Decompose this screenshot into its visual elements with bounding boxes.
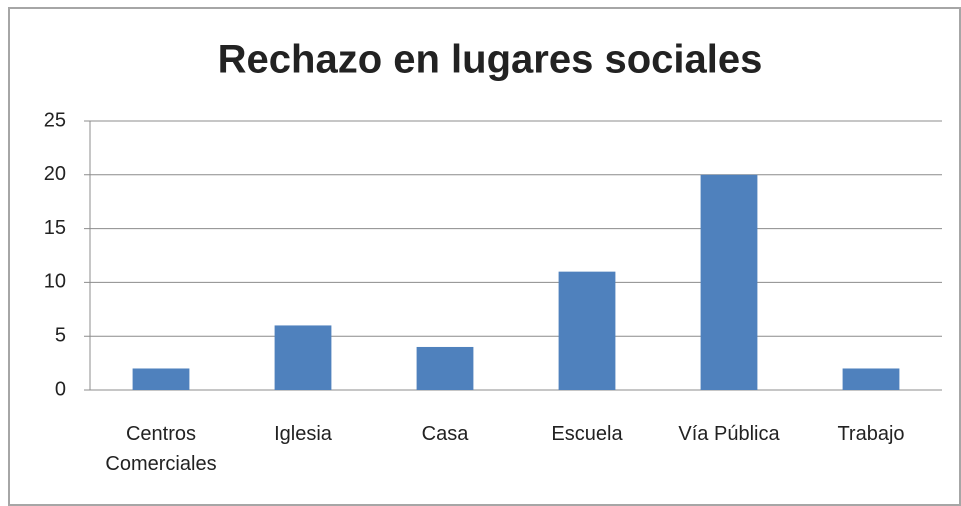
bar [132,368,190,390]
chart-frame [8,7,961,506]
bar [274,325,332,390]
x-tick-label: Vía Pública [678,423,780,445]
x-tick-label: Trabajo [837,423,905,445]
bar [558,271,616,390]
chart-title: Rechazo en lugares sociales [218,38,763,82]
y-tick-label: 25 [44,109,66,131]
y-tick-label: 20 [44,163,66,185]
x-tick-label: Casa [421,423,469,445]
y-tick-label: 10 [44,271,66,293]
x-tick-label: Iglesia [274,423,332,445]
x-tick-label: Centros Comerciales [105,423,217,475]
y-tick-label: 5 [55,324,66,346]
bar [700,174,758,390]
y-tick-label: 0 [55,378,66,400]
y-tick-label: 15 [44,217,66,239]
bar [416,346,474,390]
bar [842,368,900,390]
x-tick-label: Escuela [551,423,623,445]
